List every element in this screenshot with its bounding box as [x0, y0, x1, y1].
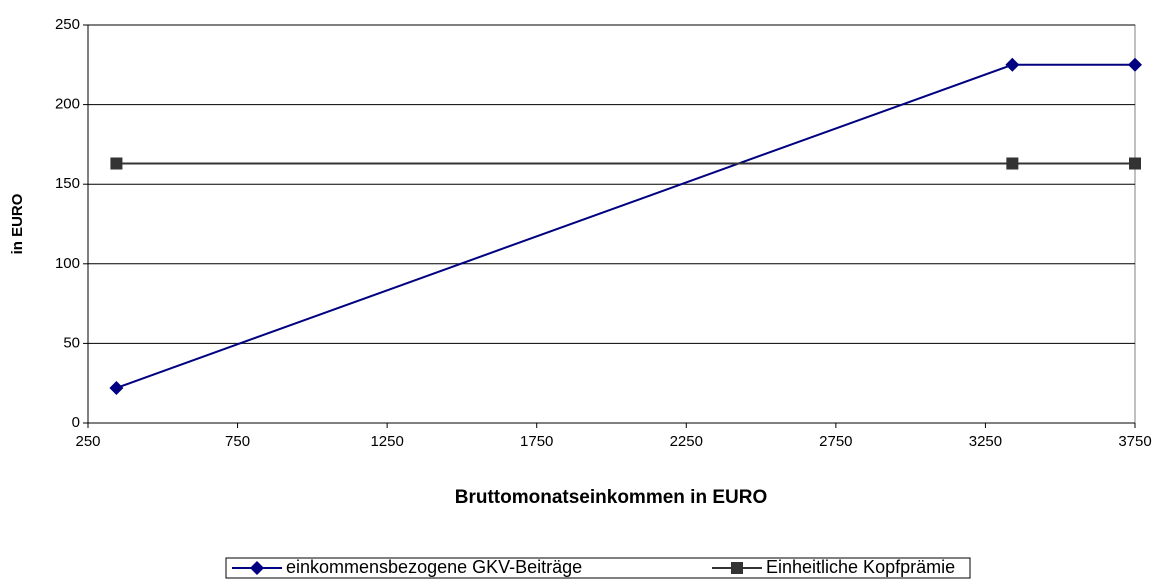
- x-tick-label: 1750: [520, 433, 553, 450]
- marker: [110, 157, 123, 170]
- marker: [731, 562, 743, 574]
- marker: [1005, 57, 1020, 72]
- x-axis-title: Bruttomonatseinkommen in EURO: [455, 487, 767, 508]
- x-tick-label: 3250: [969, 433, 1002, 450]
- marker: [1006, 157, 1019, 170]
- x-tick-label: 250: [75, 433, 100, 450]
- x-tick-label: 750: [225, 433, 250, 450]
- plot-area: [87, 24, 1136, 424]
- y-tick-label: 100: [55, 255, 80, 272]
- x-tick-label: 1250: [370, 433, 403, 450]
- legend-label: Einheitliche Kopfprämie: [766, 557, 955, 577]
- legend-box: [225, 557, 971, 579]
- x-tick-label: 3750: [1118, 433, 1151, 450]
- y-tick-label: 50: [63, 334, 80, 351]
- y-tick-label: 150: [55, 175, 80, 192]
- y-tick-label: 0: [72, 414, 80, 431]
- x-tick-label: 2750: [819, 433, 852, 450]
- marker: [1128, 57, 1142, 72]
- y-tick-label: 200: [55, 96, 80, 113]
- legend-label: einkommensbezogene GKV-Beiträge: [286, 557, 582, 577]
- marker: [1129, 157, 1141, 170]
- marker: [109, 380, 124, 395]
- series-line: [116, 63, 1135, 389]
- y-axis-title: in EURO: [9, 193, 26, 254]
- x-tick-label: 2250: [670, 433, 703, 450]
- y-tick-label: 250: [55, 16, 80, 33]
- marker: [250, 561, 264, 575]
